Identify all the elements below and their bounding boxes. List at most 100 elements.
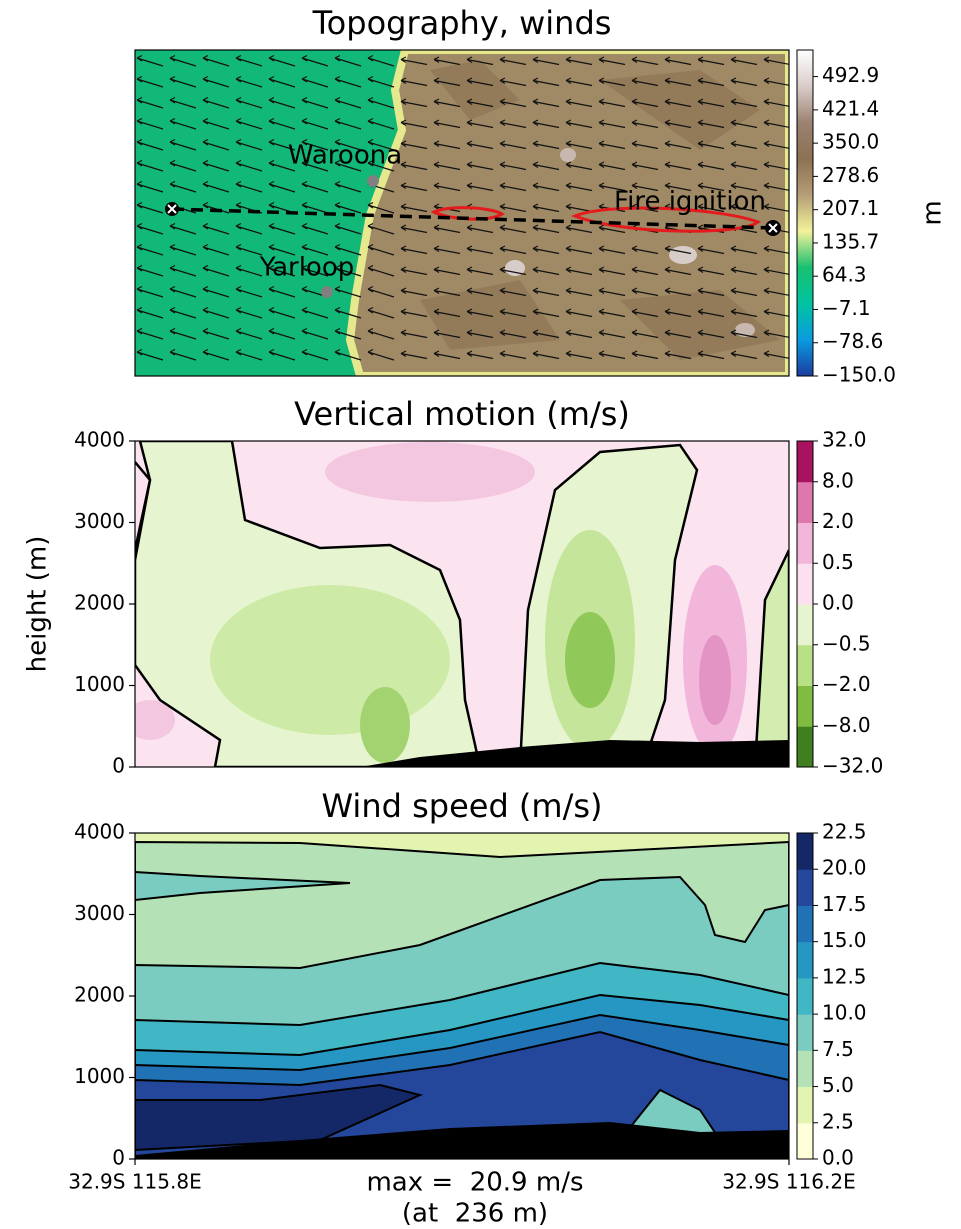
wind-arrow — [730, 98, 758, 108]
wind-arrow — [730, 287, 758, 297]
colorbar-tick-label: 12.5 — [822, 964, 867, 988]
chart-title: Wind speed (m/s) — [321, 787, 602, 825]
wind-arrow — [664, 77, 692, 87]
colorbar-segment — [797, 833, 813, 870]
wind-arrow — [664, 161, 692, 171]
x-axis-label: max = 20.9 m/s — [366, 1168, 583, 1198]
wind-arrow — [202, 285, 230, 298]
wind-arrow — [268, 264, 296, 277]
wind-arrow — [235, 138, 263, 151]
colorbar-tick-label: −150.0 — [822, 363, 896, 387]
colorbar-tick-label: −8.0 — [822, 713, 871, 737]
wind-arrow — [631, 182, 659, 192]
wind-arrow — [334, 306, 362, 319]
wind-arrow — [466, 329, 494, 339]
wind-arrow — [631, 245, 659, 255]
wind-arrow — [433, 329, 461, 339]
wind-arrow — [466, 98, 494, 108]
wind-arrow — [400, 161, 428, 171]
wind-arrow — [763, 266, 789, 275]
colorbar-tick-label: 0.0 — [822, 1146, 854, 1170]
wind-arrow — [532, 287, 560, 297]
wind-arrow — [301, 75, 329, 88]
wind-arrow — [433, 182, 461, 192]
wind-arrow — [763, 287, 789, 296]
colorbar-segment — [797, 941, 813, 979]
colorbar-segment — [797, 1086, 813, 1124]
wind-arrow — [235, 348, 263, 361]
y-axis-label: height (m) — [23, 536, 53, 673]
wind-arrow — [202, 159, 230, 172]
wind-arrow — [334, 117, 362, 130]
wind-arrow — [367, 348, 395, 361]
annotation: Waroona — [288, 141, 402, 171]
wind-arrow — [499, 119, 527, 129]
wind-arrow — [136, 159, 164, 172]
wind-arrow — [433, 245, 461, 255]
colorbar-tick-label: 15.0 — [822, 928, 867, 952]
wind-arrow — [202, 222, 230, 235]
wind-arrow — [301, 327, 329, 340]
colorbar-tick-label: 10.0 — [822, 1001, 867, 1025]
colorbar-tick-label: −78.6 — [822, 329, 883, 353]
wind-arrow — [235, 243, 263, 256]
terrain — [135, 1122, 789, 1159]
contour — [135, 461, 152, 551]
wind-arrow — [466, 140, 494, 150]
wind-arrow — [202, 96, 230, 109]
wind-arrow — [466, 224, 494, 234]
contour — [135, 870, 351, 902]
colorbar-tick-label: 421.4 — [822, 96, 879, 120]
wind-arrow — [301, 54, 329, 67]
wind-arrow — [730, 350, 758, 360]
wind-speed-field — [135, 833, 789, 1159]
colorbar-segment — [797, 604, 813, 646]
wind-arrow — [169, 54, 197, 67]
wind-arrow — [730, 308, 758, 318]
wind-arrow — [565, 56, 593, 66]
wind-arrow — [466, 308, 494, 318]
wind-arrow — [631, 56, 659, 66]
contour — [135, 1083, 424, 1152]
wind-arrow — [169, 264, 197, 277]
wind-arrow — [235, 180, 263, 193]
wind-arrow — [202, 327, 230, 340]
wind-arrow — [301, 159, 329, 172]
wind-arrow — [334, 54, 362, 67]
wind-arrow — [499, 203, 527, 213]
wind-arrow — [169, 159, 197, 172]
wind-arrow — [334, 96, 362, 109]
wind-arrow — [598, 182, 626, 192]
wind-arrow — [136, 348, 164, 361]
wind-arrow — [136, 306, 164, 319]
wind-arrow — [433, 308, 461, 318]
peak — [669, 246, 697, 264]
wind-arrow — [235, 222, 263, 235]
wind-arrow — [631, 308, 659, 318]
wind-arrow — [235, 117, 263, 130]
wind-arrow — [598, 98, 626, 108]
wind-arrow — [268, 327, 296, 340]
colorbar-tick-label: 22.5 — [822, 820, 867, 844]
wind-arrow — [433, 287, 461, 297]
wind-arrow — [598, 308, 626, 318]
wind-arrow — [235, 54, 263, 67]
wind-arrow — [730, 161, 758, 171]
wind-arrow — [367, 96, 395, 109]
wind-arrow — [532, 224, 560, 234]
colorbar-tick-label: 7.5 — [822, 1037, 854, 1061]
transect — [171, 207, 774, 230]
wind-arrow — [631, 98, 659, 108]
wind-arrow — [268, 138, 296, 151]
wind-arrow — [697, 161, 725, 171]
plot-frame — [134, 49, 790, 377]
wind-arrow — [499, 329, 527, 339]
wind-arrow — [334, 159, 362, 172]
band — [360, 687, 410, 763]
wind-arrow — [202, 306, 230, 319]
wind-arrow — [301, 222, 329, 235]
wind-arrow — [631, 161, 659, 171]
wind-arrow — [301, 243, 329, 256]
colorbar-tick-label: 2.0 — [822, 509, 854, 533]
